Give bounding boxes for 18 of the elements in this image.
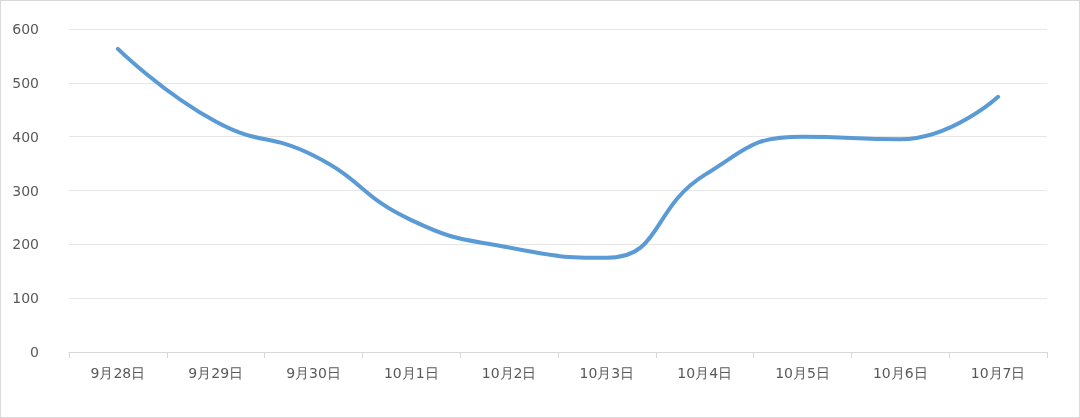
- y-tick-label: 300: [12, 182, 39, 199]
- x-tick-label: 10月7日: [970, 365, 1026, 381]
- y-tick-label: 200: [12, 236, 39, 253]
- line-series: [115, 46, 1001, 260]
- x-tick-label: 10月2日: [481, 365, 537, 381]
- x-tick-label: 10月5日: [775, 365, 830, 381]
- x-tick-label: 9月29日: [188, 365, 244, 381]
- x-tick-label: 9月28日: [90, 365, 146, 381]
- y-tick-label: 100: [12, 290, 39, 307]
- x-tick-label: 10月1日: [383, 365, 439, 381]
- x-tick-label: 10月6日: [872, 365, 928, 381]
- y-tick-label: 600: [12, 21, 39, 37]
- y-tick-label: 500: [12, 74, 39, 91]
- x-tick-label: 10月3日: [579, 365, 635, 381]
- x-tick-label: 9月30日: [286, 365, 341, 381]
- x-tick-label: 10月4日: [677, 365, 733, 381]
- y-tick-label: 400: [12, 128, 39, 145]
- y-tick-label: 0: [30, 344, 39, 360]
